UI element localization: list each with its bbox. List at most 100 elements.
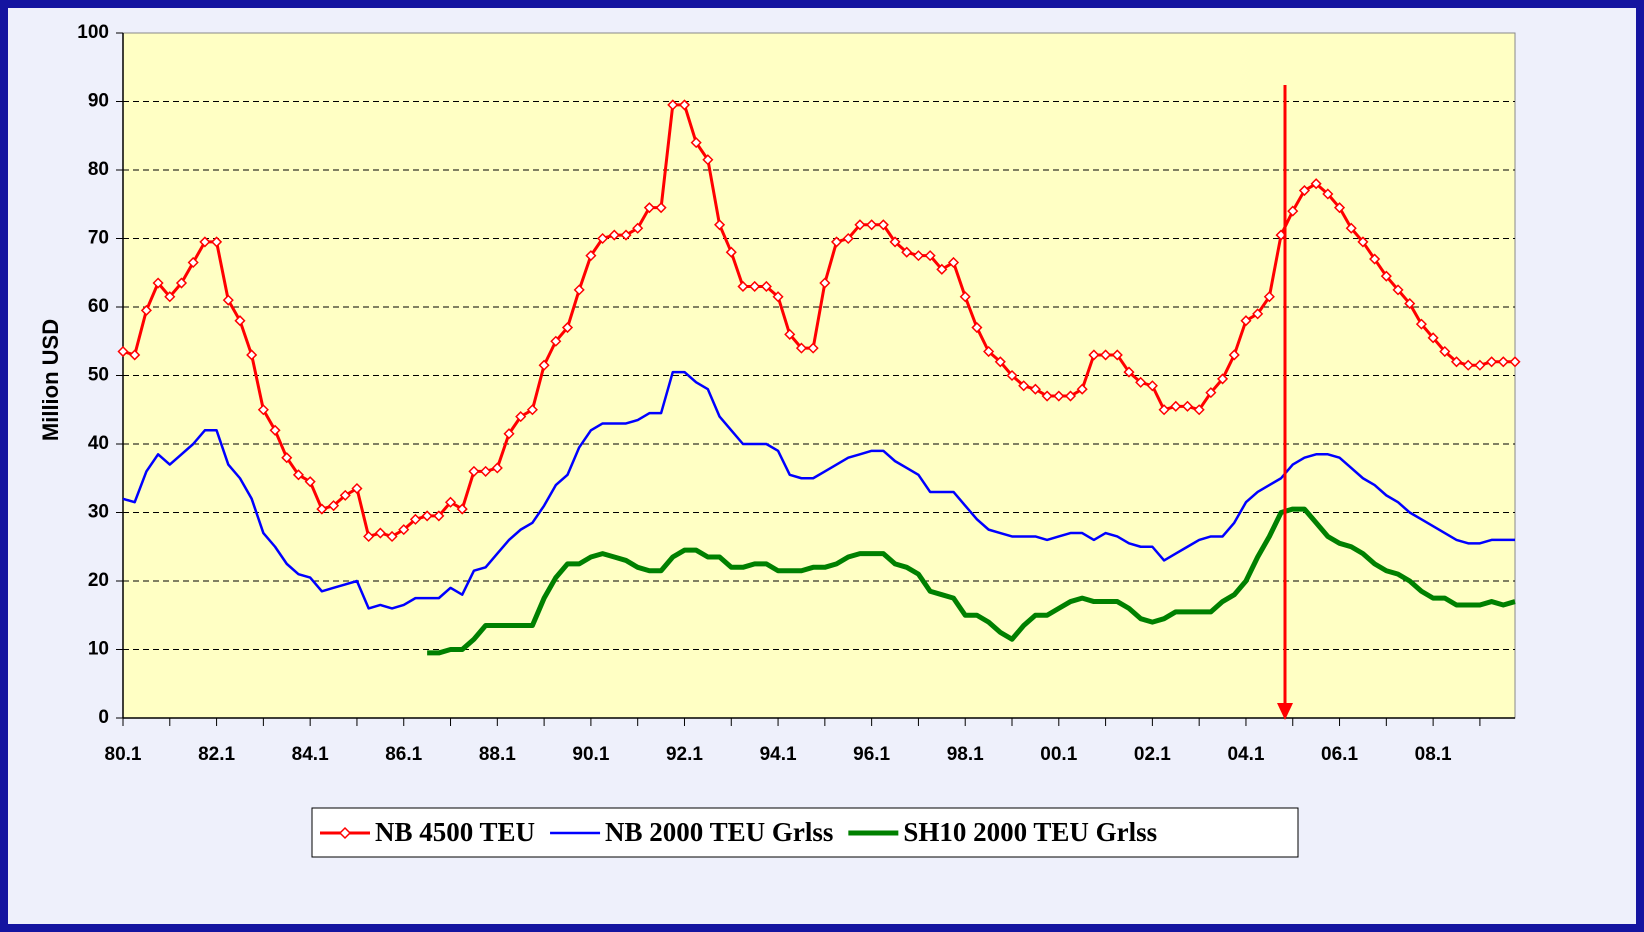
data-point	[1450, 356, 1463, 368]
data-point	[538, 359, 550, 371]
x-tick-label: 84.1	[292, 744, 329, 765]
data-point	[1018, 380, 1030, 392]
data-point	[830, 236, 843, 248]
data-point	[1486, 356, 1498, 368]
data-point	[854, 219, 866, 231]
data-point	[608, 229, 620, 241]
data-point	[433, 510, 445, 522]
data-point	[1088, 349, 1100, 361]
data-point	[573, 284, 585, 296]
data-point	[632, 222, 644, 234]
data-point	[1076, 383, 1088, 395]
data-point	[175, 277, 188, 289]
data-point	[468, 465, 480, 477]
data-point	[211, 236, 223, 248]
data-point	[1263, 291, 1275, 303]
data-point	[1509, 356, 1521, 368]
data-point	[1252, 308, 1264, 320]
data-point	[1415, 318, 1427, 330]
data-point	[1439, 345, 1451, 358]
data-point	[1181, 400, 1194, 412]
x-tick-label: 86.1	[385, 744, 422, 765]
data-point	[491, 462, 503, 474]
data-point	[924, 250, 936, 262]
data-point	[152, 277, 164, 289]
data-point	[678, 99, 691, 111]
data-point	[667, 99, 679, 111]
x-tick-label: 04.1	[1227, 744, 1264, 765]
data-point	[784, 328, 796, 340]
x-tick-label: 98.1	[947, 744, 984, 765]
data-point	[339, 489, 351, 501]
data-point	[257, 404, 269, 416]
data-point	[561, 321, 574, 334]
data-point	[702, 154, 714, 166]
data-point	[503, 428, 515, 440]
data-point	[1310, 178, 1322, 190]
data-point	[327, 500, 340, 512]
y-tick-label: 20	[88, 570, 109, 591]
data-point	[515, 411, 527, 423]
data-point	[234, 315, 246, 327]
data-point	[1427, 332, 1439, 344]
data-point	[1240, 315, 1252, 327]
data-point	[714, 219, 726, 231]
data-point	[1146, 380, 1158, 392]
y-axis-title: Million USD	[38, 319, 63, 441]
data-point	[386, 530, 398, 543]
y-tick-label: 90	[88, 91, 109, 112]
legend-label: NB 2000 TEU Grlss	[605, 817, 833, 847]
data-point	[1462, 359, 1474, 371]
data-point	[292, 469, 305, 481]
data-point	[936, 263, 948, 275]
data-point	[1369, 253, 1381, 265]
x-tick-label: 80.1	[105, 744, 142, 765]
data-point	[117, 345, 129, 358]
data-point	[1474, 359, 1486, 371]
data-point	[1205, 387, 1217, 399]
data-point	[749, 280, 761, 293]
data-point	[620, 229, 632, 241]
x-tick-label: 94.1	[760, 744, 797, 765]
data-point	[1392, 284, 1404, 296]
data-point	[737, 280, 749, 293]
data-point	[1041, 390, 1053, 402]
x-tick-label: 96.1	[853, 744, 890, 765]
data-point	[795, 342, 808, 354]
series-line	[427, 506, 1516, 656]
data-point	[1497, 356, 1509, 368]
data-point	[398, 524, 410, 536]
data-point	[129, 349, 141, 361]
data-point	[1006, 369, 1018, 382]
data-point	[983, 345, 995, 358]
data-point	[164, 291, 176, 303]
data-point	[994, 356, 1006, 368]
data-point	[1228, 349, 1240, 361]
data-point	[1158, 404, 1170, 416]
data-point	[187, 256, 199, 269]
data-point	[1322, 188, 1334, 200]
data-point	[1029, 383, 1041, 395]
data-point	[526, 404, 538, 416]
data-point	[316, 503, 328, 515]
data-point	[1100, 349, 1112, 361]
data-point	[1170, 400, 1182, 412]
y-tick-label: 0	[98, 707, 109, 728]
data-point	[760, 280, 772, 293]
data-point	[550, 335, 562, 347]
y-tick-label: 80	[88, 159, 109, 180]
data-point	[866, 219, 878, 231]
legend-label: SH10 2000 TEU Grlss	[903, 817, 1157, 847]
data-point	[1404, 298, 1416, 310]
data-point	[421, 510, 433, 522]
data-point	[1345, 222, 1357, 234]
data-point	[1287, 205, 1299, 217]
data-point	[456, 503, 468, 515]
x-tick-label: 00.1	[1040, 744, 1077, 765]
data-point	[772, 291, 784, 303]
data-point	[901, 246, 913, 258]
y-tick-label: 70	[88, 228, 109, 249]
data-point	[304, 476, 316, 488]
